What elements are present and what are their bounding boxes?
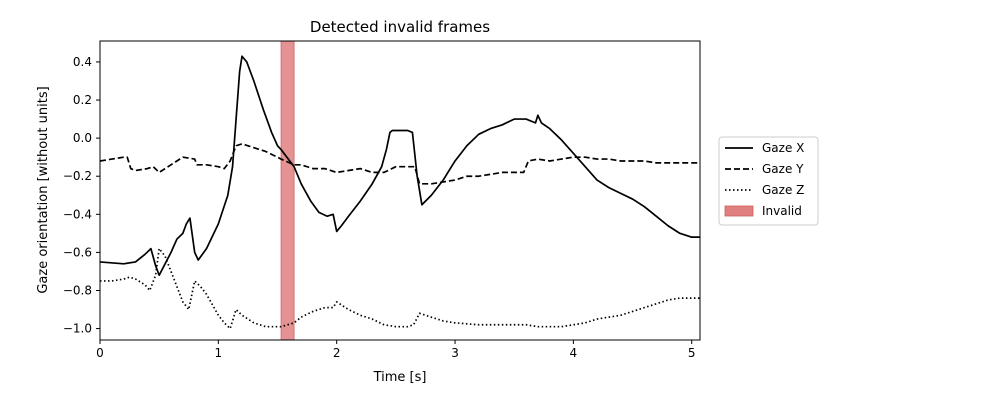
series-line-gaze-y [99,142,700,185]
x-tick-label-0: 0 [96,346,104,360]
x-axis-label: Time [s] [373,370,427,385]
x-tick-label-3: 3 [451,346,459,360]
y-tick-label-5: 0.0 [73,131,92,145]
x-tick-label-4: 4 [570,346,578,360]
legend-box [718,136,819,226]
legend: Gaze X Gaze Y Gaze Z Invalid [718,136,819,226]
legend-label-gaze-y: Gaze Y [762,162,804,176]
chart-title: Detected invalid frames [310,18,490,36]
x-tick-label-1: 1 [215,346,223,360]
legend-label-invalid: Invalid [762,204,802,218]
y-tick-label-2: −0.6 [63,245,92,259]
invalid-region-0 [280,40,295,341]
y-tick-label-4: −0.2 [63,169,92,183]
y-tick-label-1: −0.8 [63,283,92,297]
legend-swatch-invalid [724,205,754,217]
series-line-gaze-x [99,55,700,277]
series-line-gaze-z [100,247,700,330]
x-tick-label-5: 5 [688,346,696,360]
plot-area: 0 1 2 3 4 5 −1.0 −0.8 −0.6 −0.4 −0.2 0.0 0.2 0.4 [63,40,701,360]
y-tick-label-6: 0.2 [73,93,92,107]
y-axis-label: Gaze orientation [without units] [36,86,51,293]
y-tick-label-0: −1.0 [63,322,92,336]
y-tick-label-3: −0.4 [63,207,92,221]
legend-label-gaze-x: Gaze X [762,141,804,155]
legend-label-gaze-z: Gaze Z [762,183,804,197]
y-tick-label-7: 0.4 [73,55,92,69]
x-tick-label-2: 2 [333,346,341,360]
plot-frame [99,40,701,341]
